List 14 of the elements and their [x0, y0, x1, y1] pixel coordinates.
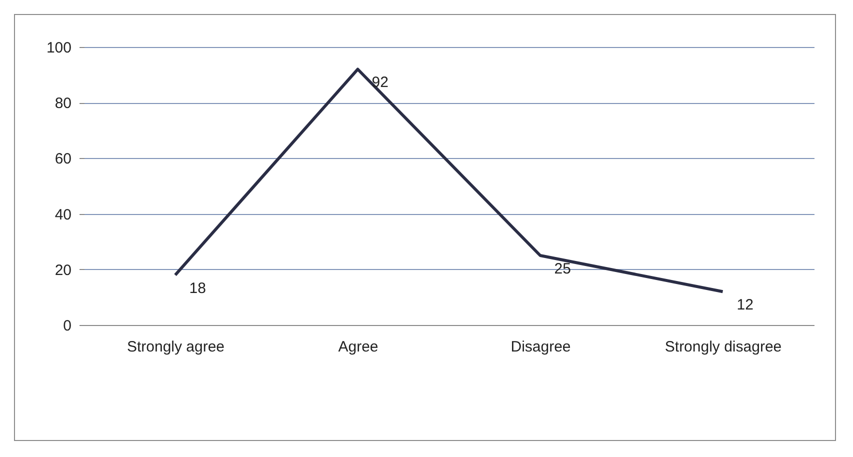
x-tick-label: Strongly agree	[126, 338, 225, 356]
y-tick-label: 80	[54, 95, 72, 112]
x-tick-label: Strongly disagree	[664, 338, 782, 356]
y-tick-label: 60	[54, 150, 72, 168]
y-tick-label: 0	[63, 318, 72, 334]
data-label: 92	[372, 74, 388, 92]
line-series	[174, 68, 724, 294]
y-tick-label: 100	[46, 40, 72, 56]
data-label: 18	[189, 280, 206, 297]
y-tick-label: 20	[54, 262, 72, 279]
y-tick-label: 40	[54, 206, 72, 224]
x-tick-label: Agree	[338, 338, 378, 356]
x-tick-label: Disagree	[510, 338, 571, 356]
data-label: 12	[736, 296, 754, 314]
